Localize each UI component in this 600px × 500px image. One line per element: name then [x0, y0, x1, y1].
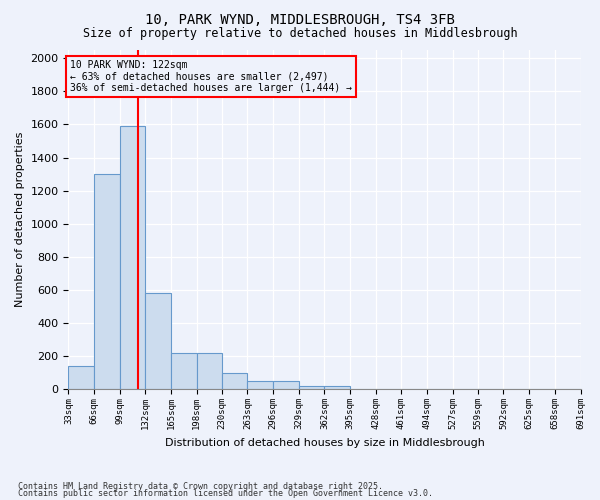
Text: Size of property relative to detached houses in Middlesbrough: Size of property relative to detached ho…: [83, 26, 517, 40]
Bar: [94, 174, 120, 390]
Text: Contains public sector information licensed under the Open Government Licence v3: Contains public sector information licen…: [18, 490, 433, 498]
Text: 10, PARK WYND, MIDDLESBROUGH, TS4 3FB: 10, PARK WYND, MIDDLESBROUGH, TS4 3FB: [145, 12, 455, 26]
Bar: [222, 372, 247, 390]
Bar: [247, 381, 273, 390]
Bar: [68, 366, 94, 390]
Bar: [120, 126, 145, 390]
Bar: [299, 386, 325, 390]
Bar: [325, 386, 350, 390]
Text: Contains HM Land Registry data © Crown copyright and database right 2025.: Contains HM Land Registry data © Crown c…: [18, 482, 383, 491]
X-axis label: Distribution of detached houses by size in Middlesbrough: Distribution of detached houses by size …: [164, 438, 484, 448]
Bar: [273, 381, 299, 390]
Bar: [197, 353, 223, 390]
Y-axis label: Number of detached properties: Number of detached properties: [15, 132, 25, 308]
Bar: [171, 353, 197, 390]
Bar: [145, 294, 171, 390]
Text: 10 PARK WYND: 122sqm
← 63% of detached houses are smaller (2,497)
36% of semi-de: 10 PARK WYND: 122sqm ← 63% of detached h…: [70, 60, 352, 93]
